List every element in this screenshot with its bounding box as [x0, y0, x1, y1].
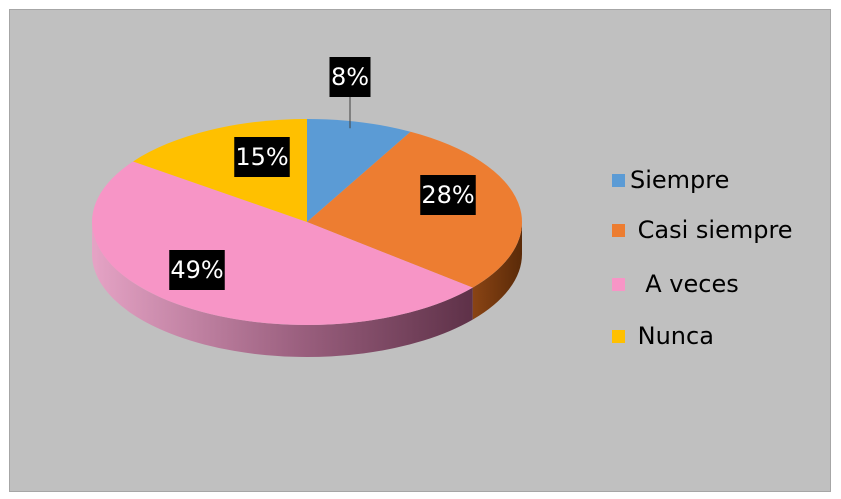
legend-item-nunca: Nunca	[612, 321, 714, 351]
data-label: 15%	[235, 143, 288, 171]
legend-label: Siempre	[630, 166, 730, 194]
legend-swatch	[612, 277, 625, 291]
data-label-box	[329, 57, 371, 97]
legend-item-casi-siempre: Casi siempre	[612, 215, 793, 245]
legend-swatch	[612, 173, 625, 187]
legend-swatch	[612, 223, 625, 237]
data-label: 28%	[421, 181, 474, 209]
data-label: 49%	[170, 256, 223, 284]
data-label-box	[420, 175, 476, 215]
legend-item-siempre: Siempre	[612, 165, 729, 195]
pie-slice-side	[472, 222, 522, 320]
data-label-box	[234, 137, 290, 177]
pie-slice	[307, 119, 411, 222]
legend-label: Casi siempre	[630, 216, 793, 244]
data-label-box	[169, 250, 225, 290]
pie-slice-side	[92, 222, 473, 357]
legend-label: A veces	[630, 270, 739, 298]
pie-slice	[307, 131, 522, 288]
legend-item-a-veces: A veces	[612, 269, 739, 299]
data-label: 8%	[331, 63, 369, 91]
legend-label: Nunca	[630, 322, 714, 350]
legend-swatch	[612, 329, 625, 343]
